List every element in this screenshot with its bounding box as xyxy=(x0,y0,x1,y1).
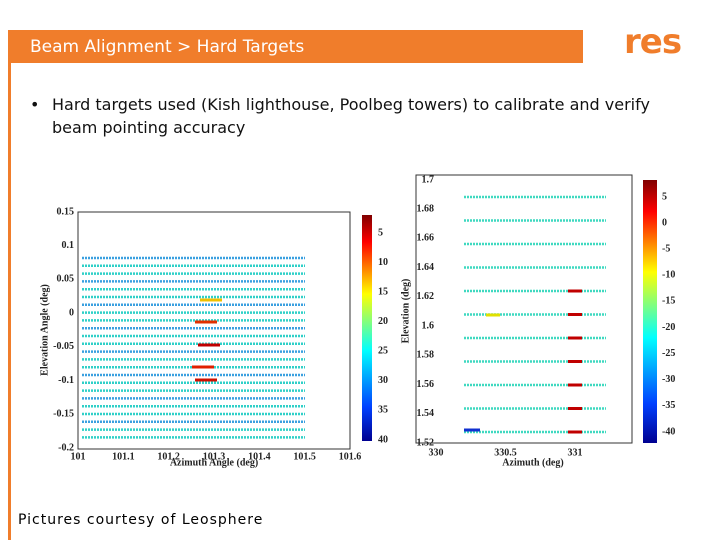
y-tick-label: 0.05 xyxy=(57,274,75,285)
colorbar-tick-label: 40 xyxy=(378,434,388,445)
left-colorbar xyxy=(362,215,372,441)
left-plot-frame xyxy=(77,211,351,450)
y-tick-label: 1.66 xyxy=(417,233,435,244)
colorbar-tick-label: -20 xyxy=(662,322,675,333)
y-tick-label: -0.1 xyxy=(58,375,74,386)
y-tick-label: 1.54 xyxy=(417,408,435,419)
colorbar-tick-label: 5 xyxy=(662,191,667,202)
y-tick-label: 0.1 xyxy=(62,240,75,251)
scan-dots xyxy=(82,195,606,439)
y-tick-label: 0 xyxy=(69,307,74,318)
colorbar-tick-label: -5 xyxy=(662,244,670,255)
y-tick-label: 0.15 xyxy=(57,206,75,217)
colorbar-tick-label: 25 xyxy=(378,346,388,357)
x-tick-label: 330.5 xyxy=(494,447,517,458)
right-colorbar xyxy=(643,180,657,443)
bullet: Hard targets used (Kish lighthouse, Pool… xyxy=(30,93,652,139)
colorbar-tick-label: -30 xyxy=(662,374,675,385)
y-axis-label: Elevation (deg) xyxy=(400,279,411,344)
colorbar-tick-label: -25 xyxy=(662,348,675,359)
y-tick-label: 1.64 xyxy=(417,262,435,273)
x-axis-label: Azimuth Angle (deg) xyxy=(170,457,258,468)
y-tick-label: 1.52 xyxy=(417,437,435,448)
header-bar: Beam Alignment > Hard Targets xyxy=(8,30,583,63)
colorbar-tick-label: -40 xyxy=(662,426,675,437)
colorbar-tick-label: 5 xyxy=(378,227,383,238)
x-tick-label: 101.4 xyxy=(248,451,271,462)
caption: Pictures courtesy of Leosphere xyxy=(18,512,264,528)
y-tick-label: 1.7 xyxy=(422,174,435,185)
x-tick-label: 330 xyxy=(429,447,444,458)
y-tick-label: 1.62 xyxy=(417,291,435,302)
y-tick-label: 1.56 xyxy=(417,379,435,390)
colorbar-tick-label: 15 xyxy=(378,286,388,297)
y-tick-label: -0.15 xyxy=(53,409,74,420)
colorbar-tick-label: 0 xyxy=(662,217,667,228)
y-tick-label: 1.68 xyxy=(417,204,435,215)
x-tick-label: 101.6 xyxy=(339,451,362,462)
x-tick-label: 101.1 xyxy=(112,451,135,462)
title: Beam Alignment > Hard Targets xyxy=(30,37,305,57)
y-tick-label: 1.6 xyxy=(422,320,435,331)
colorbar-tick-label: 10 xyxy=(378,257,388,268)
colorbar-tick-label: -15 xyxy=(662,296,675,307)
x-tick-label: 101.5 xyxy=(293,451,316,462)
x-tick-label: 101.2 xyxy=(157,451,180,462)
x-tick-label: 101.3 xyxy=(203,451,226,462)
colorbar-tick-label: 35 xyxy=(378,405,388,416)
y-tick-label: -0.2 xyxy=(58,442,74,453)
accent-strip xyxy=(8,63,11,540)
colorbar-tick-label: -35 xyxy=(662,400,675,411)
x-tick-label: 331 xyxy=(568,447,583,458)
x-tick-label: 101 xyxy=(71,451,86,462)
colorbar-tick-label: -10 xyxy=(662,270,675,281)
y-tick-label: 1.58 xyxy=(417,350,435,361)
colorbar-tick-label: 30 xyxy=(378,375,388,386)
y-tick-label: -0.05 xyxy=(53,341,74,352)
logo: res xyxy=(624,22,682,62)
right-plot-frame xyxy=(415,174,633,444)
y-axis-label: Elevation Angle (deg) xyxy=(39,284,50,376)
colorbar-tick-label: 20 xyxy=(378,316,388,327)
x-axis-label: Azimuth (deg) xyxy=(502,457,563,468)
